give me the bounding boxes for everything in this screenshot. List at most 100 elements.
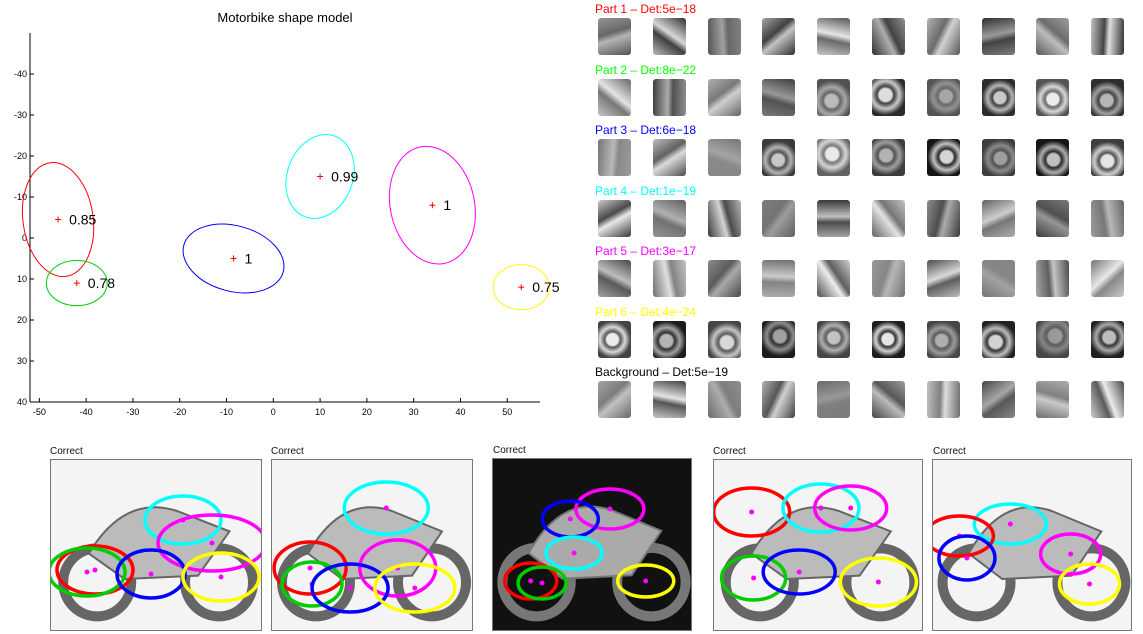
appearance-patch bbox=[598, 139, 631, 176]
plot-marks: 0.85 0.78 1 0.99 1 0.75 bbox=[21, 134, 560, 311]
appearance-patch bbox=[817, 260, 851, 297]
part-6-ellipse bbox=[492, 264, 550, 311]
part-4-ellipse bbox=[285, 134, 355, 219]
appearance-patch bbox=[981, 199, 1015, 237]
appearance-patch bbox=[707, 320, 741, 358]
x-tick-label: -40 bbox=[80, 407, 93, 417]
part4-detection-ellipse bbox=[143, 494, 223, 546]
feature-point-marker bbox=[383, 505, 389, 511]
x-tick-label: 40 bbox=[455, 407, 465, 417]
part4-detection-ellipse bbox=[972, 502, 1049, 546]
appearance-patch bbox=[872, 320, 905, 358]
appearance-patch bbox=[652, 260, 686, 297]
part3-detection-ellipse bbox=[310, 562, 390, 614]
rear-wheel-image bbox=[841, 543, 920, 622]
example-image-frame bbox=[932, 459, 1132, 631]
feature-point-marker bbox=[1087, 581, 1093, 587]
feature-point-marker bbox=[571, 550, 577, 556]
appearance-patch bbox=[1091, 381, 1125, 418]
y-tick-label: -40 bbox=[14, 69, 27, 79]
appearance-patch bbox=[926, 320, 960, 358]
y-tick-label: 40 bbox=[17, 397, 27, 407]
part2-detection-ellipse bbox=[516, 565, 568, 601]
appearance-patch bbox=[707, 139, 741, 176]
appearance-patch bbox=[817, 199, 851, 237]
example-status-label: Correct bbox=[50, 446, 83, 457]
part4-detection-ellipse bbox=[342, 480, 431, 536]
part6-detection-ellipse bbox=[1057, 562, 1122, 606]
appearance-patch bbox=[872, 260, 905, 297]
appearance-patch bbox=[1091, 139, 1125, 176]
feature-point-marker bbox=[528, 578, 534, 584]
part6-detection-ellipse bbox=[615, 563, 676, 599]
part-5-probability-label: 1 bbox=[443, 197, 451, 213]
appearance-patch bbox=[817, 381, 851, 418]
plot-title: Motorbike shape model bbox=[217, 10, 352, 25]
appearance-patch bbox=[762, 381, 796, 418]
y-tick-label: 10 bbox=[17, 274, 27, 284]
shape-model-plot: Motorbike shape model -50 -40 -30 -20 -10 0 10… bbox=[0, 0, 560, 430]
appearance-patch bbox=[598, 260, 631, 297]
shape-model-svg: Motorbike shape model -50 -40 -30 -20 -10 0 10… bbox=[14, 10, 560, 417]
appearance-row-label: Part 6 – Det:4e−24 bbox=[595, 304, 697, 319]
part4-detection-ellipse bbox=[781, 482, 861, 534]
appearance-patch bbox=[598, 199, 631, 237]
part4-detection-ellipse bbox=[544, 535, 604, 571]
x-tick-label: 0 bbox=[271, 407, 276, 417]
appearance-patch bbox=[652, 18, 686, 55]
appearance-patch bbox=[872, 139, 905, 176]
feature-point-marker bbox=[643, 578, 649, 584]
part-1-ellipse bbox=[21, 161, 95, 278]
motorbike-body-image bbox=[750, 506, 893, 581]
appearance-patch bbox=[1091, 320, 1125, 358]
part5-detection-ellipse bbox=[156, 513, 261, 573]
appearance-patch bbox=[872, 78, 905, 116]
y-tick-label: 20 bbox=[17, 315, 27, 325]
feature-point-marker bbox=[307, 565, 313, 571]
appearance-patch bbox=[707, 18, 741, 55]
appearance-patch bbox=[981, 381, 1015, 418]
feature-point-marker bbox=[148, 571, 154, 577]
part1-detection-ellipse bbox=[933, 514, 996, 558]
x-tick-label: -50 bbox=[33, 407, 46, 417]
appearance-patch bbox=[762, 78, 796, 116]
part2-detection-ellipse bbox=[51, 546, 127, 598]
appearance-row-label: Part 3 – Det:6e−18 bbox=[595, 123, 697, 137]
appearance-patch bbox=[981, 139, 1015, 176]
appearance-patch bbox=[598, 18, 631, 55]
y-tick-label: -20 bbox=[14, 151, 27, 161]
part6-detection-ellipse bbox=[181, 551, 261, 603]
appearance-patch bbox=[872, 18, 905, 55]
appearance-row-label: Part 1 – Det:5e−18 bbox=[595, 2, 697, 16]
appearance-patch bbox=[872, 199, 905, 237]
feature-point-marker bbox=[1007, 521, 1013, 527]
appearance-patch bbox=[1091, 260, 1125, 297]
part3-detection-ellipse bbox=[937, 534, 997, 582]
appearance-patch bbox=[981, 260, 1015, 297]
appearance-patch bbox=[1091, 18, 1125, 55]
appearance-patch bbox=[926, 199, 960, 237]
y-tick-label: 30 bbox=[17, 356, 27, 366]
appearance-patch bbox=[1091, 199, 1125, 237]
appearance-patch bbox=[652, 199, 686, 237]
appearance-patch bbox=[652, 381, 686, 418]
appearance-patch bbox=[1036, 18, 1070, 55]
appearance-patch bbox=[652, 320, 686, 358]
feature-point-marker bbox=[751, 575, 757, 581]
appearance-row-label: Part 5 – Det:3e−17 bbox=[595, 244, 697, 258]
appearance-row-label: Part 4 – Det:1e−19 bbox=[595, 183, 697, 198]
part-2-ellipse bbox=[45, 260, 108, 307]
x-tick-label: -30 bbox=[126, 407, 139, 417]
appearance-patch bbox=[872, 381, 905, 418]
appearance-patch bbox=[981, 78, 1015, 116]
feature-point-marker bbox=[539, 580, 545, 586]
appearance-patch bbox=[926, 78, 960, 116]
part5-detection-ellipse bbox=[1038, 532, 1103, 576]
appearance-patch bbox=[1091, 78, 1125, 116]
appearance-patch bbox=[1036, 199, 1070, 237]
feature-point-marker bbox=[848, 505, 854, 511]
feature-point-marker bbox=[796, 569, 802, 575]
feature-point-marker bbox=[347, 585, 353, 591]
appearance-patch bbox=[926, 18, 960, 55]
appearance-patch bbox=[762, 320, 796, 358]
